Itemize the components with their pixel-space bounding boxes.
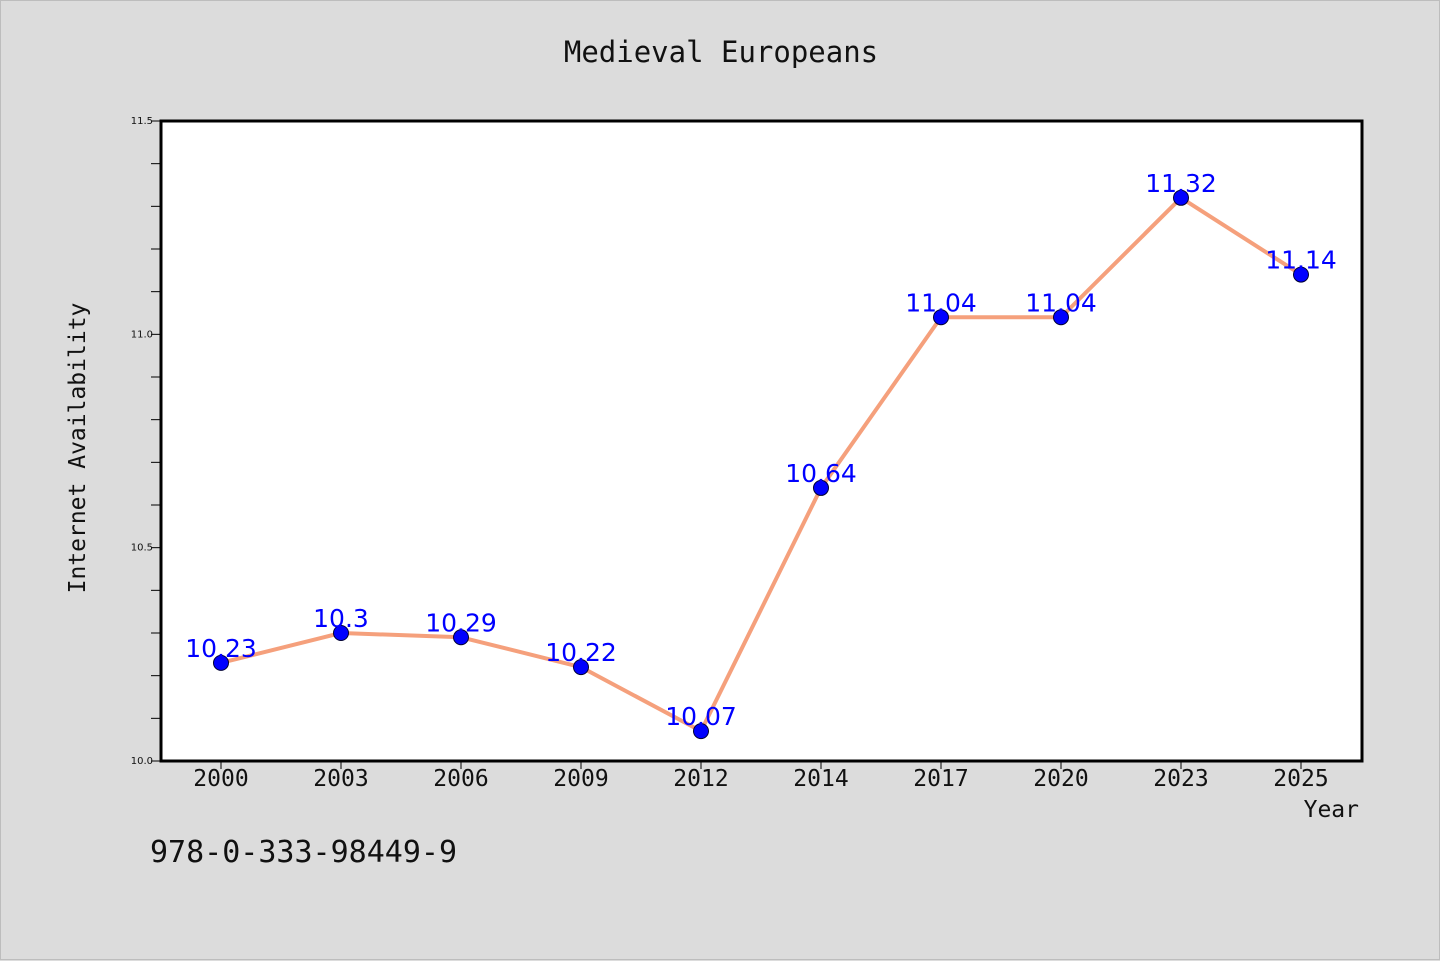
data-point [1053, 309, 1069, 326]
data-label: 10.29 [425, 608, 497, 637]
data-point [573, 659, 589, 676]
data-label: 10.07 [665, 702, 737, 731]
data-point [813, 479, 829, 496]
x-tick-label: 2017 [913, 766, 968, 792]
x-tick-label: 2025 [1273, 766, 1328, 792]
x-tick-label: 2009 [553, 766, 608, 792]
data-point [333, 625, 349, 641]
x-tick-label: 2014 [793, 766, 848, 792]
x-tick-label: 2000 [193, 766, 248, 792]
data-point [453, 629, 469, 646]
data-label: 11.32 [1145, 169, 1217, 198]
data-point [933, 309, 949, 326]
isbn-code: 978-0-333-98449-9 [150, 835, 458, 870]
series-line [220, 195, 1303, 734]
plot-frame [159, 119, 1364, 763]
data-point [213, 654, 229, 671]
plot-area [161, 121, 1362, 761]
y-tick-label: 11.5 [131, 116, 153, 127]
data-label: 10.22 [545, 638, 617, 667]
y-axis-label: Internet Availability [65, 302, 91, 594]
data-point [1293, 266, 1309, 283]
x-tick-label: 2003 [313, 766, 368, 792]
x-tick-label: 2020 [1033, 766, 1088, 792]
data-point [1173, 189, 1189, 206]
data-label: 11.14 [1265, 246, 1337, 275]
data-label: 11.04 [1025, 288, 1097, 317]
data-label: 11.04 [905, 288, 977, 317]
y-tick-label: 10.0 [131, 756, 153, 767]
chart-title: Medieval Europeans [563, 35, 879, 69]
x-tick-label: 2006 [433, 766, 488, 792]
x-axis-label: Year [1303, 797, 1359, 823]
x-tick-label: 2023 [1153, 766, 1208, 792]
data-label: 10.3 [313, 604, 369, 633]
data-point [693, 723, 709, 740]
data-label: 10.23 [185, 634, 257, 663]
data-label: 10.64 [785, 459, 857, 488]
x-tick-label: 2012 [673, 766, 728, 792]
y-tick-label: 10.5 [131, 543, 153, 554]
y-tick-label: 11.0 [131, 329, 153, 340]
